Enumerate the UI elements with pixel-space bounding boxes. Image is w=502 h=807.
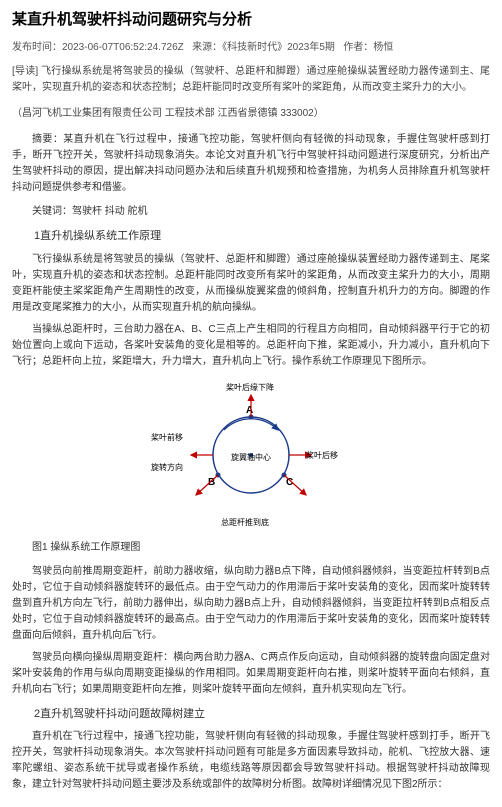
source-value: 《科技新时代》2023年5期	[222, 42, 335, 53]
section-1-p3: 驾驶员向前推周期变距杆，前助力器收缩，纵向助力器B点下降，自动倾斜器倾斜，当变距…	[12, 564, 490, 644]
lead-paragraph: [导读] 飞行操纵系统是将驾驶员的操纵（驾驶杆、总距杆和脚蹬）通过座舱操纵装置经…	[12, 64, 490, 96]
label-top: 桨叶后缘下降	[226, 382, 274, 392]
swashplate-diagram: A B C 桨叶后缘下降 桨叶前移 旋转方向 桨叶后移 旋翼轴中心 总距杆推到底	[146, 380, 356, 530]
keywords-line: 关键词：驾驶杆 抖动 舵机	[32, 204, 490, 220]
figure-1-caption: 图1 操纵系统工作原理图	[32, 540, 490, 556]
keywords-value: 驾驶杆 抖动 舵机	[72, 206, 148, 217]
label-left: 桨叶前移	[151, 432, 183, 442]
section-2-heading: 2直升机驾驶杆抖动问题故障树建立	[34, 706, 490, 724]
label-right: 桨叶后移	[306, 450, 338, 460]
pub-time: 2023-06-07T06:52:24.726Z	[62, 42, 184, 53]
label-a: A	[246, 405, 253, 416]
author-label: 作者：	[343, 42, 373, 53]
page-title: 某直升机驾驶杆抖动问题研究与分析	[12, 8, 490, 32]
label-center: 旋翼轴中心	[231, 452, 271, 462]
affiliation: （昌河飞机工业集团有限责任公司 工程技术部 江西省景德镇 333002）	[12, 106, 490, 122]
keywords-label: 关键词：	[32, 206, 72, 217]
figure-1: A B C 桨叶后缘下降 桨叶前移 旋转方向 桨叶后移 旋翼轴中心 总距杆推到底	[12, 380, 490, 530]
section-2-p1: 直升机在飞行过程中，接通飞控功能，驾驶杆侧向有轻微的抖动现象，手握住驾驶杆感到打…	[12, 729, 490, 793]
pub-label: 发布时间：	[12, 42, 62, 53]
source-label: 来源：	[192, 42, 222, 53]
author-value: 杨恒	[373, 42, 393, 53]
label-bottom: 总距杆推到底	[221, 517, 269, 527]
section-1-heading: 1直升机操纵系统工作原理	[34, 228, 490, 246]
label-left2: 旋转方向	[151, 462, 183, 472]
abstract: 摘要：某直升机在飞行过程中，接通飞控功能，驾驶杆侧向有轻微的抖动现象，手握住驾驶…	[12, 132, 490, 196]
section-1-p2: 当操纵总距杆时，三台助力器在A、B、C三点上产生相同的行程且方向相同，自动倾斜器…	[12, 322, 490, 370]
section-1-p1: 飞行操纵系统是将驾驶员的操纵（驾驶杆、总距杆和脚蹬）通过座舱操纵装置经助力器传递…	[12, 252, 490, 316]
section-1-p4: 驾驶员向横向操纵周期变距杆：横向两台助力器A、C两点作反向运动，自动倾斜器的旋转…	[12, 650, 490, 698]
meta-line: 发布时间：2023-06-07T06:52:24.726Z 来源：《科技新时代》…	[12, 40, 490, 56]
